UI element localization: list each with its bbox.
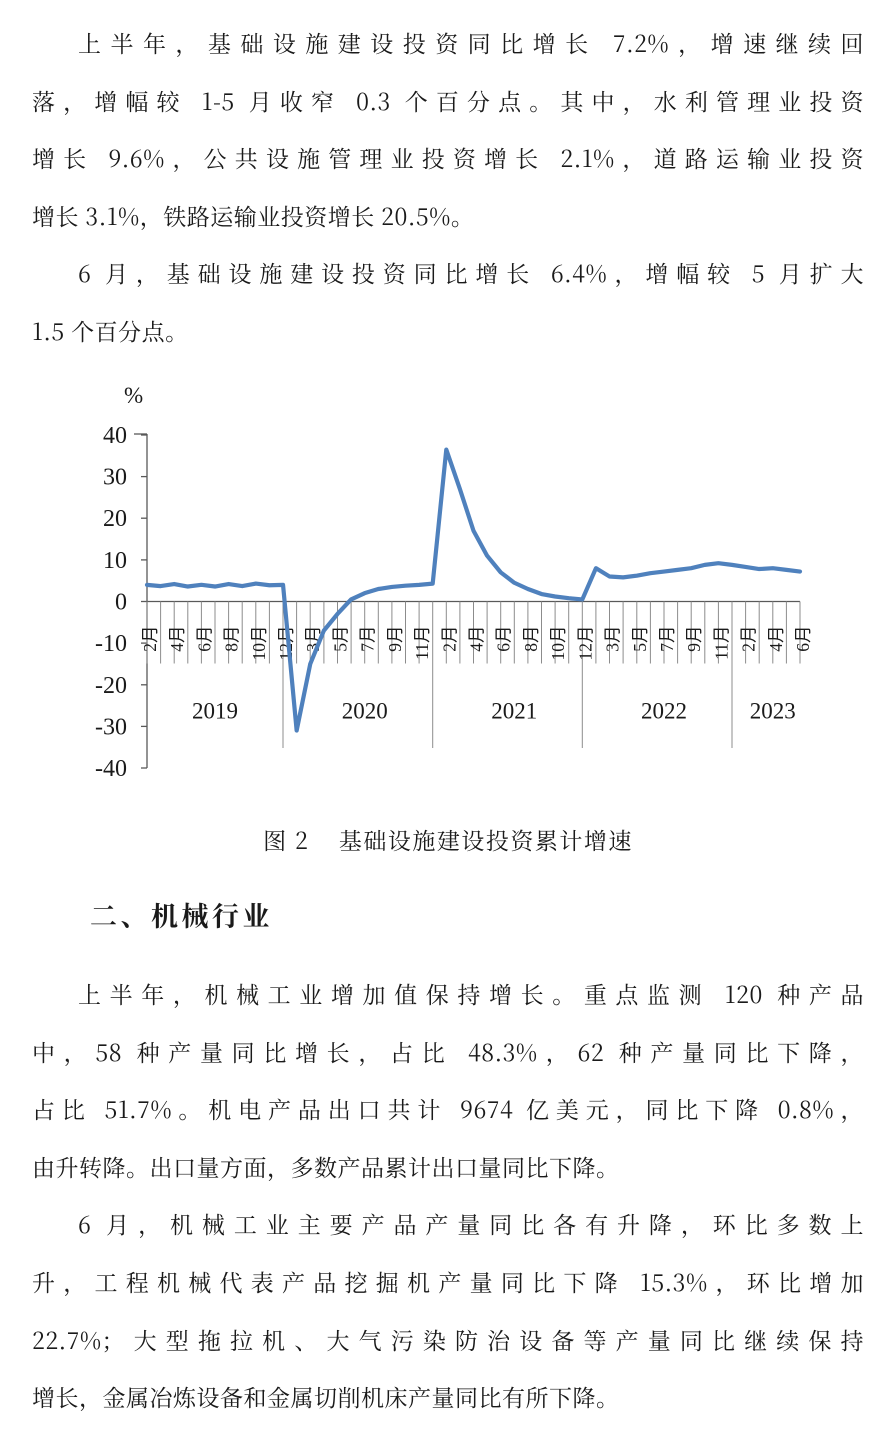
svg-text:4月: 4月	[467, 626, 487, 652]
svg-text:8月: 8月	[521, 626, 541, 652]
svg-text:-20: -20	[95, 673, 127, 699]
svg-text:8月: 8月	[222, 626, 242, 652]
svg-text:4月: 4月	[766, 626, 786, 652]
svg-text:2019: 2019	[192, 699, 238, 724]
svg-text:10: 10	[103, 548, 127, 574]
svg-text:11月: 11月	[711, 626, 731, 660]
svg-text:7月: 7月	[358, 626, 378, 652]
svg-text:%: %	[124, 383, 143, 408]
svg-text:-40: -40	[95, 756, 127, 782]
svg-text:2022: 2022	[641, 699, 687, 724]
svg-text:4月: 4月	[167, 626, 187, 652]
svg-text:2月: 2月	[439, 626, 459, 652]
svg-text:20: 20	[103, 506, 127, 532]
svg-text:2月: 2月	[739, 626, 759, 652]
svg-text:6月: 6月	[494, 626, 514, 652]
svg-text:5月: 5月	[331, 626, 351, 652]
svg-text:-30: -30	[95, 714, 127, 740]
svg-text:11月: 11月	[412, 626, 432, 660]
svg-text:2023: 2023	[750, 699, 796, 724]
svg-text:12月: 12月	[575, 626, 595, 661]
svg-text:10月: 10月	[249, 626, 269, 661]
svg-text:10月: 10月	[548, 626, 568, 661]
svg-text:9月: 9月	[385, 626, 405, 652]
svg-text:0: 0	[115, 590, 127, 616]
svg-text:30: 30	[103, 465, 127, 491]
svg-text:7月: 7月	[657, 626, 677, 652]
svg-text:2020: 2020	[342, 699, 388, 724]
svg-text:6月: 6月	[793, 626, 813, 652]
svg-text:2021: 2021	[491, 699, 537, 724]
svg-text:6月: 6月	[194, 626, 214, 652]
svg-text:40: 40	[103, 423, 127, 449]
svg-text:3月: 3月	[603, 626, 623, 652]
svg-text:5月: 5月	[630, 626, 650, 652]
svg-text:9月: 9月	[684, 626, 704, 652]
svg-text:2月: 2月	[140, 626, 160, 652]
svg-text:-10: -10	[95, 631, 127, 657]
